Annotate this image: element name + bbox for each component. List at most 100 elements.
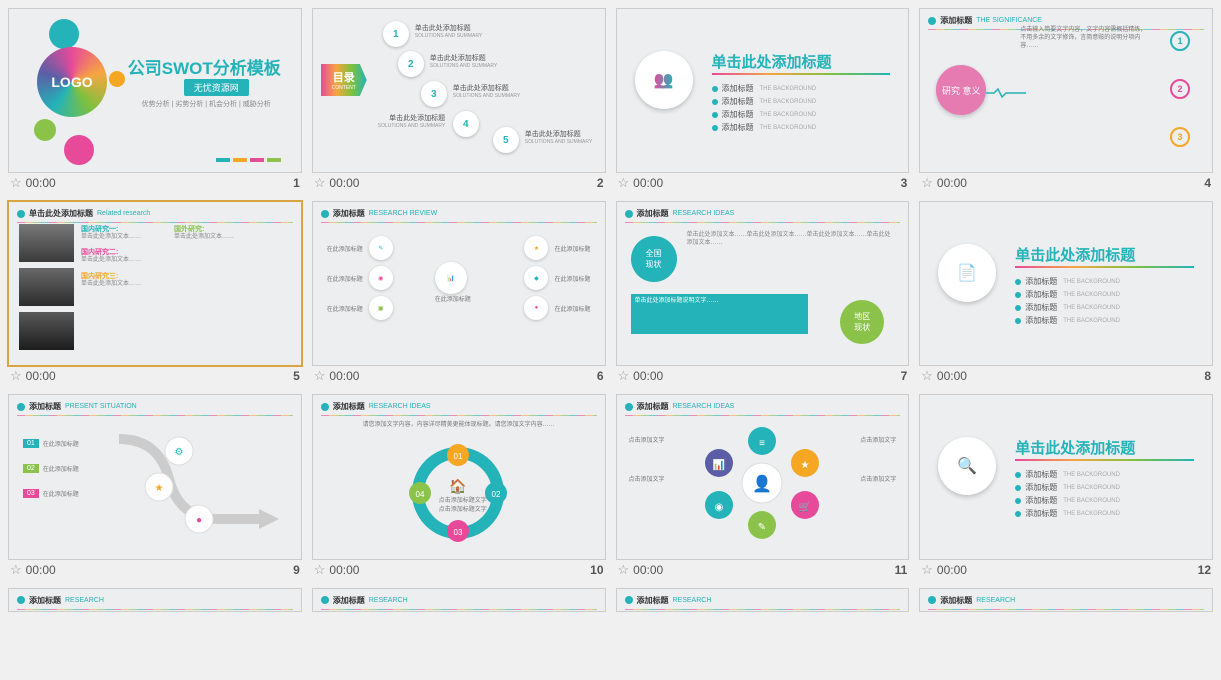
timecode: 00:00 xyxy=(329,369,359,383)
slide-cell-16[interactable]: 添加标题RESEARCH xyxy=(919,588,1213,612)
slide-thumb[interactable]: 添加标题RESEARCH xyxy=(919,588,1213,612)
star-icon[interactable]: ☆ xyxy=(314,368,326,384)
slide-cell-13[interactable]: 添加标题RESEARCH xyxy=(8,588,302,612)
step-label: 单击此处添加标题SOLUTIONS AND SUMMARY xyxy=(430,53,497,69)
slide-thumb[interactable]: 📄 单击此处添加标题 添加标题THE BACKGROUND 添加标题THE BA… xyxy=(919,201,1213,366)
slide-cell-7[interactable]: 添加标题RESEARCH IDEAS 全国 现状 单击此处添加文本……单击此处添… xyxy=(616,201,910,384)
number-badge: 1 xyxy=(1170,31,1190,51)
step-circle: 1 xyxy=(383,21,409,47)
contents-badge: 目录CONTENT xyxy=(321,64,367,96)
star-icon[interactable]: ☆ xyxy=(314,562,326,578)
icon-circle: ✎ xyxy=(369,236,393,260)
slide-cell-6[interactable]: 添加标题RESEARCH REVIEW 在此添加标题✎ 在此添加标题◉ 在此添加… xyxy=(312,201,606,384)
thumbnail-image xyxy=(19,268,74,306)
svg-text:03: 03 xyxy=(453,528,462,537)
icon-circle: ▣ xyxy=(369,296,393,320)
slide-footer: ☆00:00 2 xyxy=(312,173,606,191)
slide-thumb[interactable]: 添加标题RESEARCH REVIEW 在此添加标题✎ 在此添加标题◉ 在此添加… xyxy=(312,201,606,366)
slide-cell-3[interactable]: 👥 单击此处添加标题 添加标题THE BACKGROUND 添加标题THE BA… xyxy=(616,8,910,191)
people-icon: 👥 xyxy=(654,70,674,90)
pulse-line-icon xyxy=(986,87,1026,99)
star-icon[interactable]: ☆ xyxy=(618,175,630,191)
slide-header: 添加标题RESEARCH IDEAS xyxy=(625,208,901,219)
star-icon[interactable]: ☆ xyxy=(921,562,933,578)
small-caption: 优势分析 | 劣势分析 | 机会分析 | 威胁分析 xyxy=(142,99,271,109)
timecode: 00:00 xyxy=(26,176,56,190)
slide-cell-4[interactable]: 添加标题THE SIGNIFICANCE 研究 意义 点击输入简要文字内容，文字… xyxy=(919,8,1213,191)
slide-number: 6 xyxy=(597,369,604,383)
gradient-line xyxy=(712,73,891,75)
color-bars xyxy=(216,158,281,162)
section-icon-circle: 👥 xyxy=(635,51,693,109)
search-icon: 🔍 xyxy=(957,456,977,476)
gradient-line xyxy=(1015,266,1194,268)
dashed-divider xyxy=(321,221,597,223)
slide-thumb[interactable]: 添加标题RESEARCH IDEAS 👤 ≡ ★ 🛒 ✎ ◉ 📊 点击添加文字点… xyxy=(616,394,910,559)
decor-dot xyxy=(49,19,79,49)
slide-header: 添加标题RESEARCH REVIEW xyxy=(321,208,597,219)
star-icon[interactable]: ☆ xyxy=(921,175,933,191)
left-labels: 点击添加文字点击添加文字 xyxy=(629,435,665,483)
slide-cell-1[interactable]: LOGO 公司SWOT分析模板 无忧资源网 优势分析 | 劣势分析 | 机会分析… xyxy=(8,8,302,191)
branch-right: ★在此添加标题 ◆在此添加标题 ●在此添加标题 xyxy=(524,230,590,326)
logo-circle: LOGO xyxy=(37,47,107,117)
section-sublist: 添加标题THE BACKGROUND 添加标题THE BACKGROUND 添加… xyxy=(712,81,817,135)
slide-thumb[interactable]: 目录CONTENT 1 单击此处添加标题SOLUTIONS AND SUMMAR… xyxy=(312,8,606,173)
section-icon-circle: 📄 xyxy=(938,244,996,302)
hub-diagram: 👤 ≡ ★ 🛒 ✎ ◉ 📊 xyxy=(697,423,827,543)
slide-number: 10 xyxy=(590,563,603,577)
slide-thumb[interactable]: 添加标题RESEARCH IDEAS 全国 现状 单击此处添加文本……单击此处添… xyxy=(616,201,910,366)
slide-thumb[interactable]: 👥 单击此处添加标题 添加标题THE BACKGROUND 添加标题THE BA… xyxy=(616,8,910,173)
slide-thumb[interactable]: 添加标题RESEARCH xyxy=(8,588,302,612)
svg-text:⚙: ⚙ xyxy=(175,447,184,458)
step-label: 单击此处添加标题SOLUTIONS AND SUMMARY xyxy=(378,113,445,129)
section-sublist: 添加标题THE BACKGROUND 添加标题THE BACKGROUND 添加… xyxy=(1015,274,1120,328)
star-icon[interactable]: ☆ xyxy=(618,368,630,384)
slide-thumb[interactable]: 添加标题THE SIGNIFICANCE 研究 意义 点击输入简要文字内容，文字… xyxy=(919,8,1213,173)
slide-thumb[interactable]: 添加标题RESEARCH xyxy=(616,588,910,612)
slide-cell-15[interactable]: 添加标题RESEARCH xyxy=(616,588,910,612)
slide-cell-10[interactable]: 添加标题RESEARCH IDEAS 请您添加文字内容，内容详尽精美更能体现标题… xyxy=(312,394,606,577)
section-icon-circle: 🔍 xyxy=(938,437,996,495)
star-icon[interactable]: ☆ xyxy=(314,175,326,191)
decor-dot xyxy=(64,135,94,165)
slide-thumb[interactable]: 添加标题RESEARCH xyxy=(312,588,606,612)
ring-diagram: 01 02 03 04 🏠 xyxy=(403,443,513,543)
slide-thumb[interactable]: LOGO 公司SWOT分析模板 无忧资源网 优势分析 | 劣势分析 | 机会分析… xyxy=(8,8,302,173)
slide-header: 添加标题RESEARCH xyxy=(928,595,1204,606)
slide-cell-12[interactable]: 🔍 单击此处添加标题 添加标题THE BACKGROUND 添加标题THE BA… xyxy=(919,394,1213,577)
badge-circle: 地区 现状 xyxy=(840,300,884,344)
slide-header: 添加标题RESEARCH xyxy=(625,595,901,606)
star-icon[interactable]: ☆ xyxy=(921,368,933,384)
slide-cell-11[interactable]: 添加标题RESEARCH IDEAS 👤 ≡ ★ 🛒 ✎ ◉ 📊 点击添加文字点… xyxy=(616,394,910,577)
dashed-divider xyxy=(17,608,293,610)
thumbnail-image xyxy=(19,224,74,262)
slide-thumb[interactable]: 单击此处添加标题Related research 国内研究一:单击此处添加文本…… xyxy=(8,201,302,366)
timecode: 00:00 xyxy=(633,369,663,383)
slide-cell-14[interactable]: 添加标题RESEARCH xyxy=(312,588,606,612)
intro-para: 请您添加文字内容，内容详尽精美更能体现标题。请您添加文字内容…… xyxy=(327,419,591,428)
slide-cell-8[interactable]: 📄 单击此处添加标题 添加标题THE BACKGROUND 添加标题THE BA… xyxy=(919,201,1213,384)
slide-footer: ☆00:00 10 xyxy=(312,560,606,578)
slide-cell-2[interactable]: 目录CONTENT 1 单击此处添加标题SOLUTIONS AND SUMMAR… xyxy=(312,8,606,191)
star-icon[interactable]: ☆ xyxy=(10,175,22,191)
star-icon[interactable]: ☆ xyxy=(10,368,22,384)
star-icon[interactable]: ☆ xyxy=(10,562,22,578)
slide-footer: ☆00:00 7 xyxy=(616,366,910,384)
section-title: 单击此处添加标题 xyxy=(712,51,832,72)
decor-dot xyxy=(109,71,125,87)
slide-thumb[interactable]: 添加标题RESEARCH IDEAS 请您添加文字内容，内容详尽精美更能体现标题… xyxy=(312,394,606,559)
decor-dot xyxy=(34,119,56,141)
slide-thumb[interactable]: 🔍 单击此处添加标题 添加标题THE BACKGROUND 添加标题THE BA… xyxy=(919,394,1213,559)
slide-cell-9[interactable]: 添加标题PRESENT SITUATION 01在此添加标题 02在此添加标题 … xyxy=(8,394,302,577)
number-badge: 2 xyxy=(1170,79,1190,99)
timecode: 00:00 xyxy=(633,176,663,190)
slide-header: 添加标题RESEARCH IDEAS xyxy=(321,401,597,412)
slide-thumb[interactable]: 添加标题PRESENT SITUATION 01在此添加标题 02在此添加标题 … xyxy=(8,394,302,559)
thumbnail-image xyxy=(19,312,74,350)
slide-cell-5[interactable]: 单击此处添加标题Related research 国内研究一:单击此处添加文本…… xyxy=(8,201,302,384)
slide-number: 12 xyxy=(1198,563,1211,577)
svg-text:◉: ◉ xyxy=(714,502,723,513)
star-icon[interactable]: ☆ xyxy=(618,562,630,578)
slide-number: 5 xyxy=(293,369,300,383)
